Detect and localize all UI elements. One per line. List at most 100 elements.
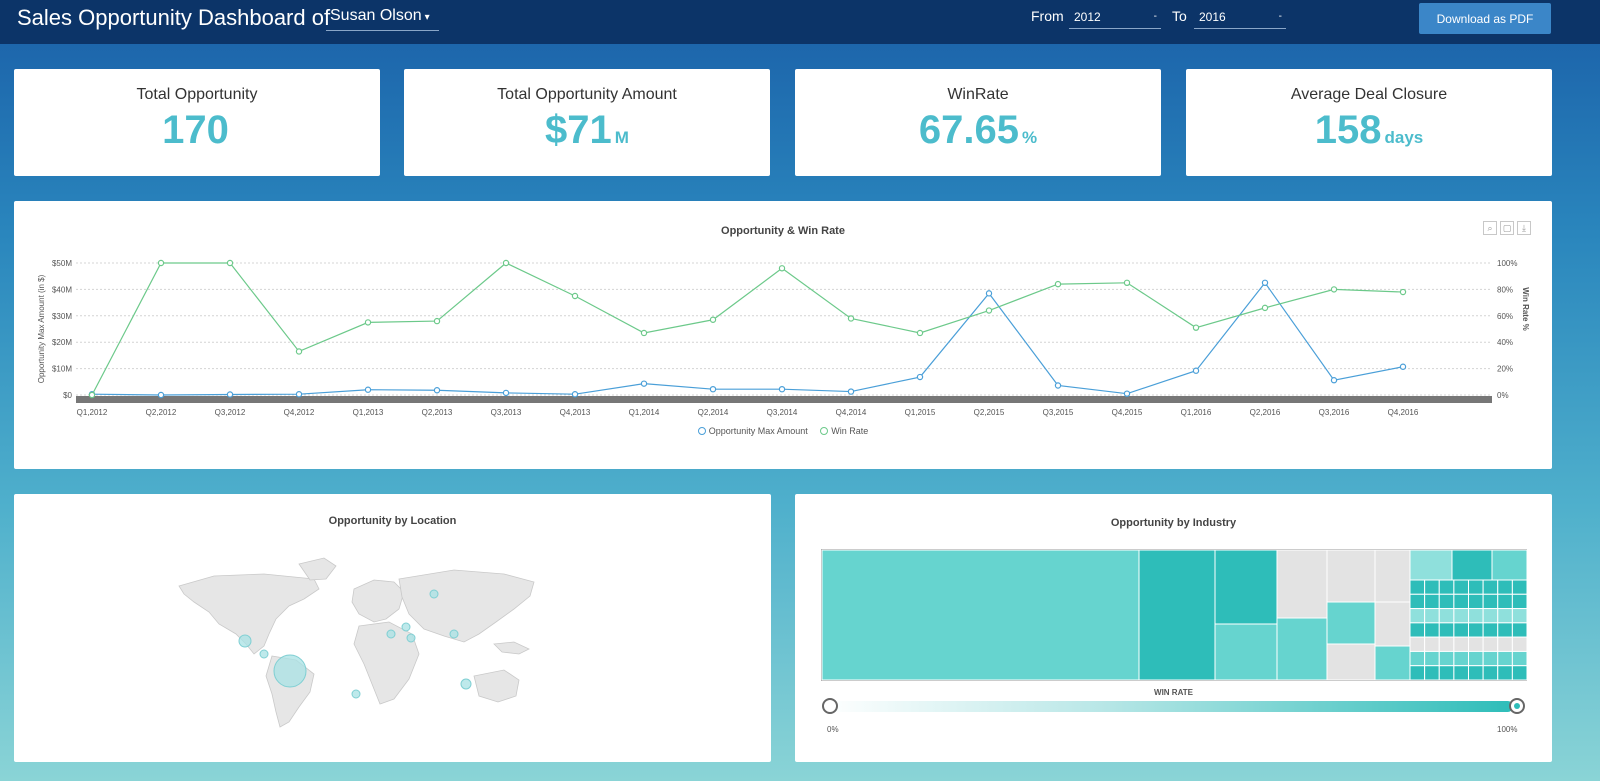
- treemap-cell[interactable]: [1409, 579, 1426, 595]
- from-year-select[interactable]: 2012 -: [1069, 8, 1161, 29]
- treemap-cell[interactable]: [1424, 650, 1440, 667]
- treemap-cell[interactable]: [1424, 608, 1440, 624]
- treemap-cell[interactable]: [1468, 593, 1484, 610]
- treemap-cell[interactable]: [1497, 665, 1513, 681]
- australia-shape: [473, 669, 520, 703]
- islands-shape: [493, 641, 530, 655]
- winrate-slider-track[interactable]: [823, 701, 1513, 712]
- treemap-cell[interactable]: [1482, 579, 1499, 595]
- x-tick-label: Q3,2014: [767, 408, 798, 417]
- data-point: [295, 348, 303, 355]
- treemap-cell[interactable]: [1511, 622, 1528, 638]
- to-label: To: [1172, 8, 1187, 24]
- treemap-cell[interactable]: [1468, 636, 1484, 652]
- treemap-cell[interactable]: [1482, 636, 1499, 652]
- treemap-cell[interactable]: [1468, 622, 1484, 638]
- data-point: [985, 290, 993, 297]
- treemap-cell[interactable]: [1438, 650, 1455, 667]
- treemap-cell[interactable]: [1482, 608, 1499, 624]
- treemap-cell[interactable]: [1453, 593, 1469, 610]
- treemap-cell[interactable]: [1497, 593, 1513, 610]
- x-tick-label: Q4,2012: [284, 408, 315, 417]
- y-tick-label: $0: [63, 391, 72, 400]
- treemap-cell[interactable]: [1511, 608, 1528, 624]
- data-point: [364, 386, 372, 393]
- treemap-cell[interactable]: [1438, 579, 1455, 595]
- zoom-icon[interactable]: ⌕: [1483, 221, 1497, 235]
- treemap-cell[interactable]: [1453, 636, 1469, 652]
- treemap-cell[interactable]: [1482, 622, 1499, 638]
- restore-icon[interactable]: ▢: [1500, 221, 1514, 235]
- treemap: [821, 549, 1528, 681]
- save-image-icon[interactable]: ⤓: [1517, 221, 1531, 235]
- treemap-cell[interactable]: [1453, 579, 1469, 595]
- north-america-shape: [178, 573, 320, 655]
- data-point: [847, 388, 855, 395]
- treemap-cell[interactable]: [1482, 593, 1499, 610]
- treemap-cell[interactable]: [1453, 608, 1469, 624]
- y2-axis-label: Win Rate %: [1521, 287, 1530, 331]
- winrate-slider-min-handle[interactable]: [822, 698, 838, 714]
- treemap-cell[interactable]: [1453, 650, 1469, 667]
- slider-label: WIN RATE: [1154, 688, 1193, 697]
- data-point: [778, 385, 786, 393]
- treemap-cell[interactable]: [1424, 579, 1440, 595]
- treemap-cell[interactable]: [1453, 665, 1469, 681]
- treemap-cell[interactable]: [1468, 608, 1484, 624]
- chevron-down-icon: -: [1153, 11, 1157, 22]
- treemap-cell[interactable]: [1409, 636, 1426, 652]
- treemap-cell[interactable]: [1438, 608, 1455, 624]
- treemap-cell[interactable]: [1424, 593, 1440, 610]
- treemap-cell[interactable]: [1511, 665, 1528, 681]
- treemap-cell[interactable]: [1409, 665, 1426, 681]
- legend-item-opportunity[interactable]: Opportunity Max Amount: [697, 426, 808, 436]
- x-tick-label: Q4,2015: [1112, 408, 1143, 417]
- treemap-cell[interactable]: [1468, 579, 1484, 595]
- treemap-cell[interactable]: [1424, 665, 1440, 681]
- treemap-cell[interactable]: [1409, 608, 1426, 624]
- x-tick-label: Q1,2012: [77, 408, 108, 417]
- location-panel: Opportunity by Location: [14, 494, 771, 762]
- treemap-cell[interactable]: [1424, 622, 1440, 638]
- treemap-cell[interactable]: [1424, 636, 1440, 652]
- treemap-cell[interactable]: [1482, 650, 1499, 667]
- kpi-value: 67.65%: [918, 108, 1038, 152]
- treemap-cell[interactable]: [1511, 593, 1528, 610]
- treemap-cell[interactable]: [1409, 650, 1426, 667]
- data-point: [1399, 288, 1407, 296]
- download-pdf-button[interactable]: Download as PDF: [1419, 3, 1551, 34]
- treemap-cell[interactable]: [1497, 650, 1513, 667]
- treemap-cell[interactable]: [1497, 608, 1513, 624]
- treemap-cell[interactable]: [1438, 636, 1455, 652]
- x-tick-label: Q1,2016: [1181, 408, 1212, 417]
- x-tick-label: Q2,2015: [974, 408, 1005, 417]
- treemap-cell[interactable]: [1438, 622, 1455, 638]
- treemap-cell[interactable]: [1482, 665, 1499, 681]
- treemap-cell[interactable]: [1511, 650, 1528, 667]
- location-bubble: [429, 589, 439, 599]
- y-axis-label: Opportunity Max Amount (in $): [37, 274, 46, 383]
- treemap-cell[interactable]: [1409, 593, 1426, 610]
- treemap-cell[interactable]: [1438, 665, 1455, 681]
- kpi-value: 170: [162, 108, 229, 152]
- data-point: [433, 317, 441, 325]
- industry-panel: Opportunity by Industry WIN RATE 0% 100%: [795, 494, 1552, 762]
- to-year-select[interactable]: 2016 -: [1194, 8, 1286, 29]
- treemap-cell[interactable]: [1497, 622, 1513, 638]
- winrate-slider-max-handle[interactable]: [1509, 698, 1525, 714]
- treemap-cell[interactable]: [1468, 650, 1484, 667]
- treemap-cell[interactable]: [1438, 593, 1455, 610]
- user-select[interactable]: Susan Olson ▾: [326, 6, 439, 31]
- treemap-cell: [821, 549, 1140, 681]
- treemap-cell[interactable]: [1468, 665, 1484, 681]
- treemap-cell[interactable]: [1497, 579, 1513, 595]
- treemap-cell[interactable]: [1409, 622, 1426, 638]
- treemap-cell: [1451, 549, 1493, 581]
- treemap-cell: [1326, 643, 1376, 681]
- legend-item-winrate[interactable]: Win Rate: [820, 426, 868, 436]
- treemap-cell[interactable]: [1453, 622, 1469, 638]
- data-point: [640, 329, 648, 337]
- treemap-cell[interactable]: [1511, 579, 1528, 595]
- treemap-cell[interactable]: [1511, 636, 1528, 652]
- treemap-cell[interactable]: [1497, 636, 1513, 652]
